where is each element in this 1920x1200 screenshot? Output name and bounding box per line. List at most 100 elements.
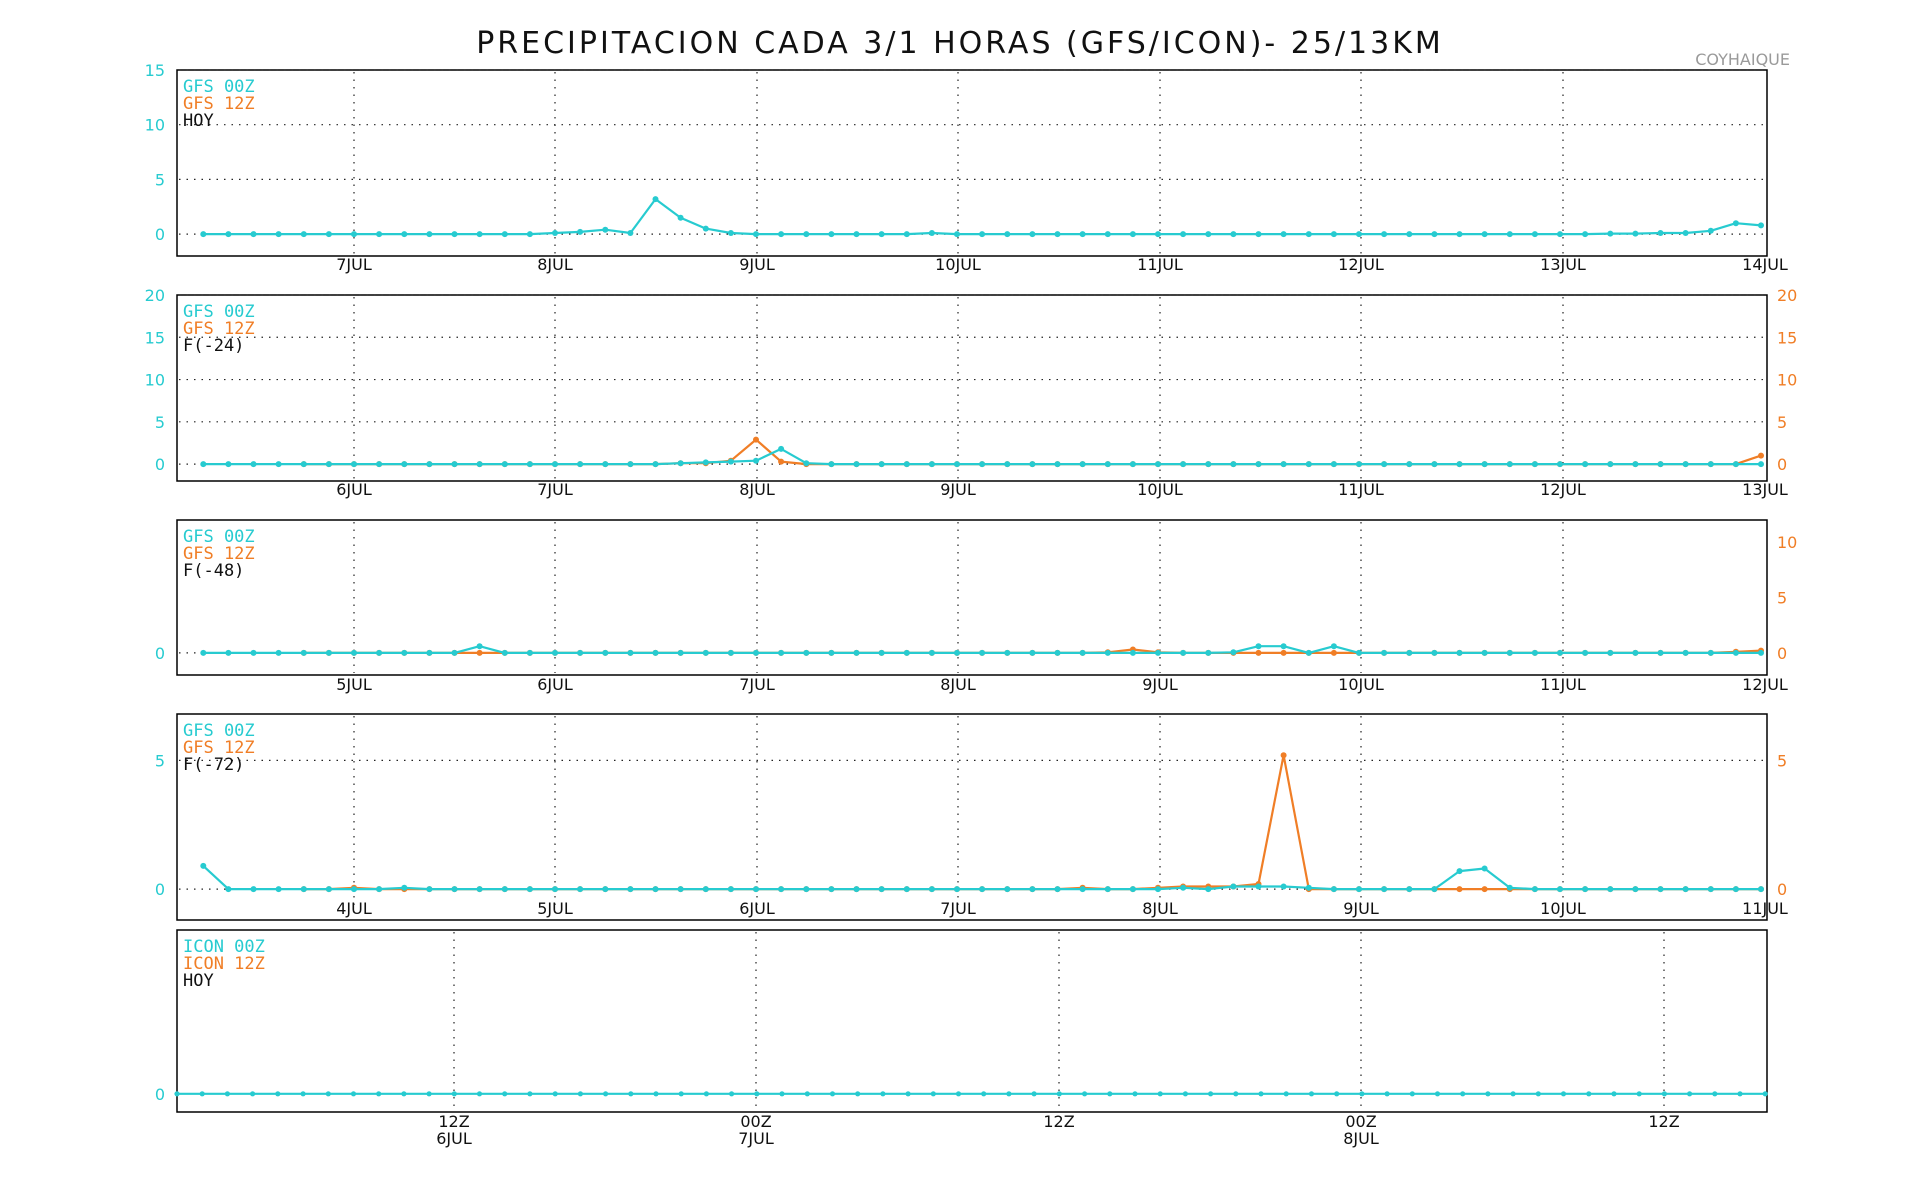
data-point: [677, 214, 684, 221]
data-point: [979, 649, 986, 656]
legend-entry: GFS 12Z: [183, 319, 255, 339]
data-point: [1456, 868, 1463, 875]
data-point: [1607, 230, 1614, 237]
data-point: [1707, 461, 1714, 468]
data-point: [702, 459, 709, 466]
data-point: [778, 886, 785, 893]
data-point: [1481, 461, 1488, 468]
data-point: [426, 649, 433, 656]
data-point: [200, 461, 207, 468]
data-point: [351, 649, 357, 656]
right-y-tick-label: 20: [1777, 286, 1797, 305]
data-point: [928, 886, 935, 893]
data-point: [753, 649, 759, 656]
x-tick-label: 12JUL: [1338, 255, 1384, 274]
data-point: [451, 231, 458, 238]
panel-frame: [176, 519, 1768, 676]
data-point: [1230, 649, 1237, 656]
data-point: [828, 886, 835, 893]
x-tick-label: 9JUL: [940, 480, 976, 499]
right-y-tick-label: 10: [1777, 371, 1797, 390]
panel-frame: [176, 294, 1768, 482]
data-point: [803, 886, 810, 893]
panel-frame: [176, 929, 1768, 1113]
y-tick-label: 10: [145, 116, 165, 135]
data-point: [451, 886, 458, 893]
data-point: [1280, 461, 1287, 468]
data-point: [1031, 1091, 1037, 1097]
data-point: [1381, 231, 1388, 238]
data-point: [351, 231, 357, 238]
data-point: [1079, 461, 1086, 468]
right-y-tick-label: 5: [1777, 589, 1787, 608]
data-point: [476, 1091, 483, 1097]
data-point: [1409, 1091, 1415, 1097]
data-point: [954, 461, 960, 468]
right-y-tick-label: 0: [1777, 644, 1787, 663]
x-tick-label: 11JUL: [1540, 675, 1586, 694]
data-point: [1054, 461, 1061, 468]
data-point: [225, 886, 232, 893]
legend-entry: GFS 12Z: [183, 94, 255, 114]
x-tick-label: 11JUL: [1137, 255, 1183, 274]
y-tick-label: 15: [145, 61, 165, 80]
data-point: [401, 884, 408, 891]
data-point: [1582, 461, 1589, 468]
data-point: [753, 457, 759, 464]
data-point: [1460, 1091, 1466, 1097]
data-point: [979, 231, 986, 238]
data-point: [804, 1091, 810, 1097]
data-point: [1029, 461, 1036, 468]
data-point: [1359, 1091, 1365, 1097]
data-point: [325, 461, 332, 468]
data-point: [1054, 886, 1061, 893]
data-point: [1308, 1091, 1315, 1097]
data-point: [754, 1091, 760, 1097]
data-point: [376, 886, 383, 893]
data-point: [1280, 231, 1287, 238]
y-tick-label: 0: [155, 455, 165, 474]
data-point: [1481, 649, 1488, 656]
data-point: [401, 1091, 407, 1097]
data-point: [1082, 1091, 1088, 1097]
data-point: [1506, 231, 1513, 238]
data-point: [828, 649, 835, 656]
data-point: [300, 1091, 306, 1097]
data-point: [1356, 231, 1362, 238]
data-point: [351, 461, 357, 468]
data-point: [727, 458, 734, 465]
data-point: [1255, 649, 1262, 656]
data-point: [1129, 231, 1136, 238]
data-point: [376, 649, 383, 656]
data-point: [501, 231, 508, 238]
data-point: [300, 649, 307, 656]
data-point: [677, 886, 684, 893]
data-point: [1431, 231, 1438, 238]
data-point: [552, 230, 558, 236]
data-point: [1456, 461, 1463, 468]
x-tick-label: 8JUL: [537, 255, 573, 274]
data-point: [476, 643, 483, 650]
y-tick-label: 0: [155, 880, 165, 899]
data-point: [1481, 865, 1488, 872]
data-point: [501, 461, 508, 468]
series-gfs-00z: [200, 643, 1764, 656]
legend-entry: GFS 00Z: [183, 527, 255, 547]
data-point: [1255, 461, 1262, 468]
series-icon-00z: [174, 1091, 1768, 1097]
data-point: [1557, 231, 1563, 238]
data-point: [1305, 231, 1312, 238]
data-point: [577, 1091, 584, 1097]
data-point: [1258, 1091, 1264, 1097]
data-point: [829, 1091, 836, 1097]
x-tick-hour: 12Z: [1043, 1112, 1074, 1131]
data-point: [1054, 231, 1061, 238]
series-line: [303, 438, 1762, 466]
data-point: [577, 228, 584, 235]
data-point: [1208, 1091, 1214, 1097]
y-tick-label: 0: [155, 1085, 165, 1104]
data-point: [1334, 1091, 1340, 1097]
data-point: [1129, 461, 1136, 468]
data-point: [1330, 461, 1337, 468]
data-point: [702, 886, 709, 893]
